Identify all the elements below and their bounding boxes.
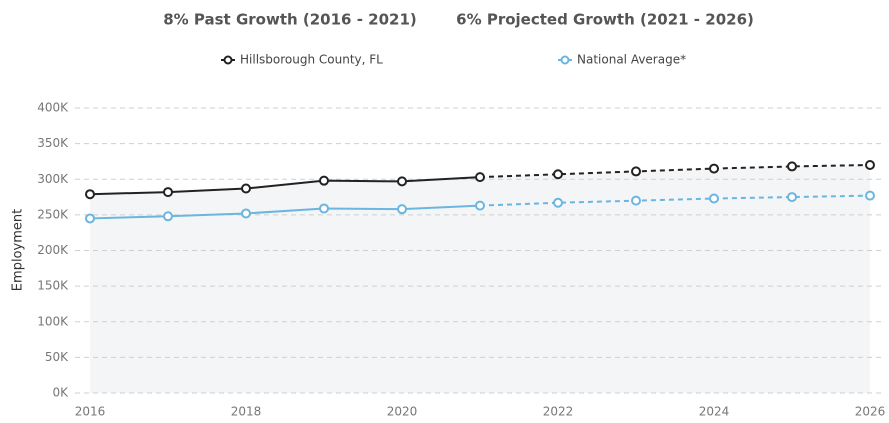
y-tick-label: 50K [45,350,69,364]
point [553,169,563,180]
point [397,204,407,215]
legend-marker [560,55,570,65]
y-axis-label: Employment [11,209,26,291]
point [475,200,485,211]
x-tick-label: 2026 [855,405,886,419]
x-tick-label: 2024 [699,405,730,419]
y-tick-label: 400K [37,101,69,115]
legend-label: National Average* [577,53,686,67]
point [85,189,95,200]
legend-label: Hillsborough County, FL [240,53,383,67]
line [89,176,481,196]
line [89,204,481,220]
point [631,195,641,206]
y-tick-label: 0K [52,386,69,400]
point [709,193,719,204]
x-tick-label: 2020 [387,405,418,419]
point [631,166,641,177]
point [241,183,251,194]
point [241,208,251,219]
y-tick-label: 250K [37,207,69,221]
point [319,203,329,214]
point [319,175,329,186]
point [865,190,875,201]
x-tick-label: 2022 [543,405,574,419]
point [709,163,719,174]
x-tick-label: 2018 [231,405,262,419]
headline: 6% Projected Growth (2021 - 2026) [456,11,754,29]
projected-line [479,194,871,207]
point [865,160,875,170]
point [397,176,407,187]
point [553,197,563,208]
y-tick-label: 300K [37,172,69,186]
y-tick-label: 150K [37,279,69,293]
point [787,161,797,172]
y-tick-label: 100K [37,314,69,328]
legend-marker [223,55,233,65]
point [787,192,797,203]
projected-line [479,164,871,179]
point [85,213,95,224]
headline: 8% Past Growth (2016 - 2021) [163,11,417,29]
y-tick-label: 350K [37,136,69,150]
point [163,211,173,222]
area [90,165,870,393]
point [163,187,173,198]
y-tick-label: 200K [37,243,69,257]
x-tick-label: 2016 [75,405,106,419]
point [475,172,485,183]
